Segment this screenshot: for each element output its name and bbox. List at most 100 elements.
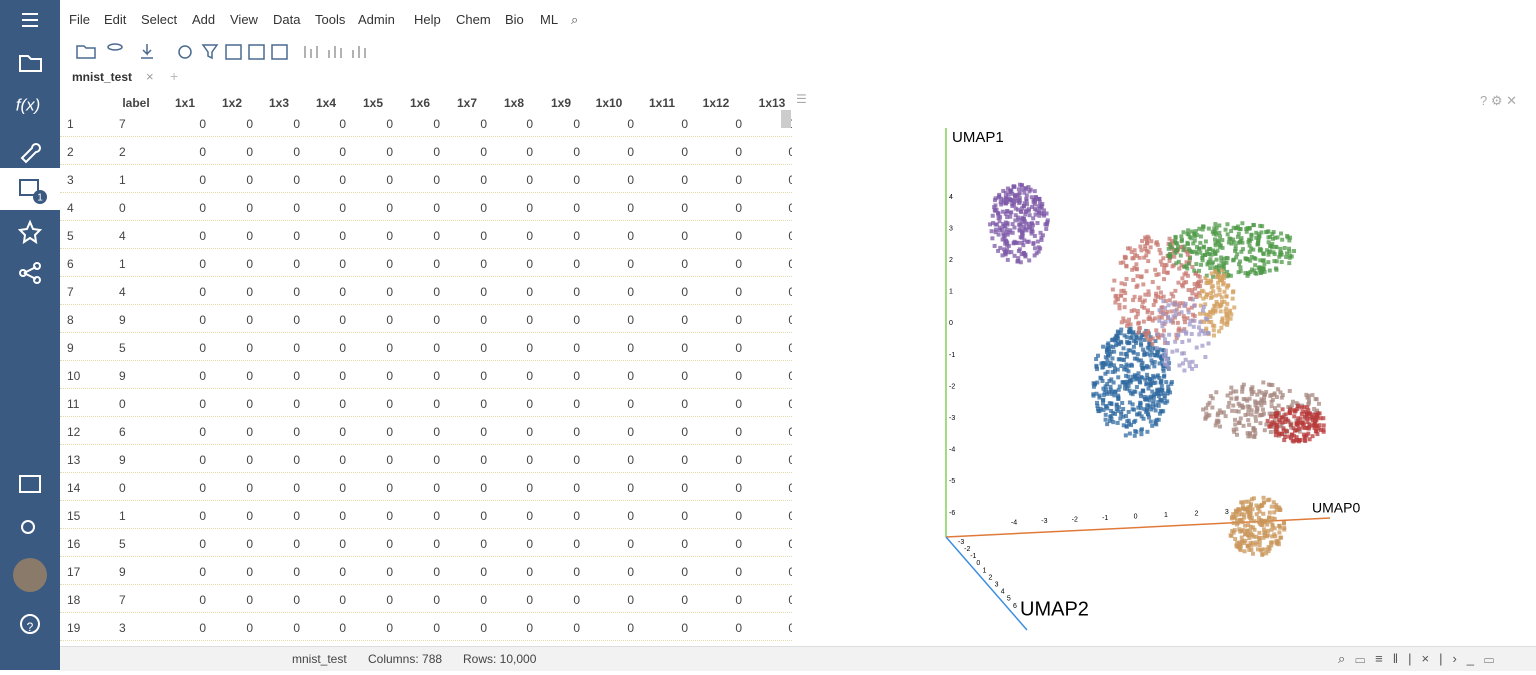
- point: [1161, 312, 1166, 317]
- grid-icon[interactable]: [225, 44, 242, 60]
- search-icon[interactable]: ⌕: [571, 12, 579, 27]
- point: [1277, 432, 1282, 437]
- point: [1103, 362, 1108, 367]
- point: [999, 196, 1004, 201]
- menu-item[interactable]: Help: [414, 12, 441, 27]
- functions-icon[interactable]: f(x): [16, 95, 41, 114]
- tab-title[interactable]: mnist_test: [72, 70, 133, 84]
- point: [1119, 327, 1124, 332]
- window-icon[interactable]: [19, 475, 41, 493]
- point: [1217, 230, 1222, 235]
- y-axis-title: UMAP1: [952, 129, 1004, 146]
- menu-item[interactable]: ML: [540, 12, 559, 27]
- point: [991, 220, 996, 225]
- download-icon[interactable]: [141, 44, 153, 59]
- menu-item[interactable]: Add: [192, 12, 216, 27]
- point: [1179, 245, 1184, 250]
- point: [1192, 268, 1197, 273]
- point: [1126, 374, 1131, 379]
- point: [1157, 247, 1162, 252]
- folder-icon[interactable]: [19, 55, 42, 72]
- point: [1248, 509, 1253, 514]
- point: [1314, 418, 1319, 423]
- point: [1290, 432, 1295, 437]
- settings-icon[interactable]: [21, 520, 35, 534]
- menu-item[interactable]: Admin: [358, 12, 395, 27]
- row-number: 14: [67, 481, 81, 495]
- grid-icon-3[interactable]: [271, 44, 288, 60]
- column-icons[interactable]: [304, 46, 366, 58]
- point: [1029, 227, 1034, 232]
- point: [1121, 316, 1126, 321]
- cell: 0: [681, 313, 688, 327]
- row-number: 19: [67, 621, 81, 635]
- status-icons[interactable]: ⌕▭≡ǁ|×|›_▭: [1338, 651, 1504, 666]
- menu-item[interactable]: Edit: [104, 12, 127, 27]
- db-icon[interactable]: [107, 43, 123, 51]
- point: [1230, 408, 1235, 413]
- menu-item[interactable]: Select: [141, 12, 178, 27]
- point: [1157, 361, 1162, 366]
- point: [1122, 333, 1127, 338]
- point: [1271, 500, 1276, 505]
- point: [1001, 222, 1006, 227]
- point: [1113, 343, 1118, 348]
- point: [1030, 223, 1035, 228]
- point: [1128, 328, 1133, 333]
- point: [1148, 419, 1153, 424]
- point: [1197, 291, 1202, 296]
- point: [1132, 308, 1137, 313]
- star-icon[interactable]: [17, 219, 43, 245]
- avatar[interactable]: [13, 558, 47, 592]
- point: [1123, 365, 1128, 370]
- open-icon[interactable]: [76, 45, 96, 59]
- point: [1139, 358, 1144, 363]
- point: [1175, 320, 1180, 325]
- point: [1298, 416, 1303, 421]
- point: [1151, 401, 1156, 406]
- cell: 0: [246, 201, 253, 215]
- point: [1198, 284, 1203, 289]
- grid-icon-2[interactable]: [248, 44, 265, 60]
- filter-icon[interactable]: [201, 44, 219, 60]
- point: [1144, 253, 1149, 258]
- point: [1208, 394, 1213, 399]
- menu-item[interactable]: Data: [273, 12, 301, 27]
- table-icon[interactable]: [19, 179, 39, 196]
- point: [1278, 246, 1283, 251]
- point: [1116, 405, 1121, 410]
- point: [1025, 202, 1030, 207]
- tools-icon[interactable]: [20, 143, 41, 164]
- tab-add[interactable]: +: [170, 68, 179, 84]
- point: [1240, 520, 1245, 525]
- status-columns: Columns: 788: [368, 652, 443, 666]
- point: [1236, 231, 1241, 236]
- tab-close[interactable]: ×: [146, 69, 154, 84]
- point: [1124, 351, 1129, 356]
- point: [1200, 343, 1205, 348]
- help-icon[interactable]: [20, 614, 40, 634]
- point: [1234, 427, 1239, 432]
- point: [1200, 308, 1205, 313]
- menu-item[interactable]: View: [230, 12, 258, 27]
- grid-menu[interactable]: ☰: [796, 92, 807, 106]
- point: [1254, 230, 1259, 235]
- menu-item[interactable]: File: [69, 12, 90, 27]
- point: [1289, 254, 1294, 259]
- menu-item[interactable]: Bio: [505, 12, 524, 27]
- row-border: [60, 584, 792, 585]
- point: [1156, 272, 1161, 277]
- menu-item[interactable]: Chem: [456, 12, 491, 27]
- cell: 0: [573, 145, 580, 159]
- cell: 0: [627, 257, 634, 271]
- cell: 0: [339, 257, 346, 271]
- point: [1160, 305, 1165, 310]
- menu-icon[interactable]: [22, 13, 38, 27]
- point: [1006, 186, 1011, 191]
- menu-item[interactable]: Tools: [315, 12, 346, 27]
- viewer-controls[interactable]: ? ⚙ ✕: [1480, 93, 1518, 108]
- point: [1022, 219, 1027, 224]
- point: [1132, 407, 1137, 412]
- point: [1167, 298, 1172, 303]
- refresh-icon[interactable]: [178, 45, 192, 59]
